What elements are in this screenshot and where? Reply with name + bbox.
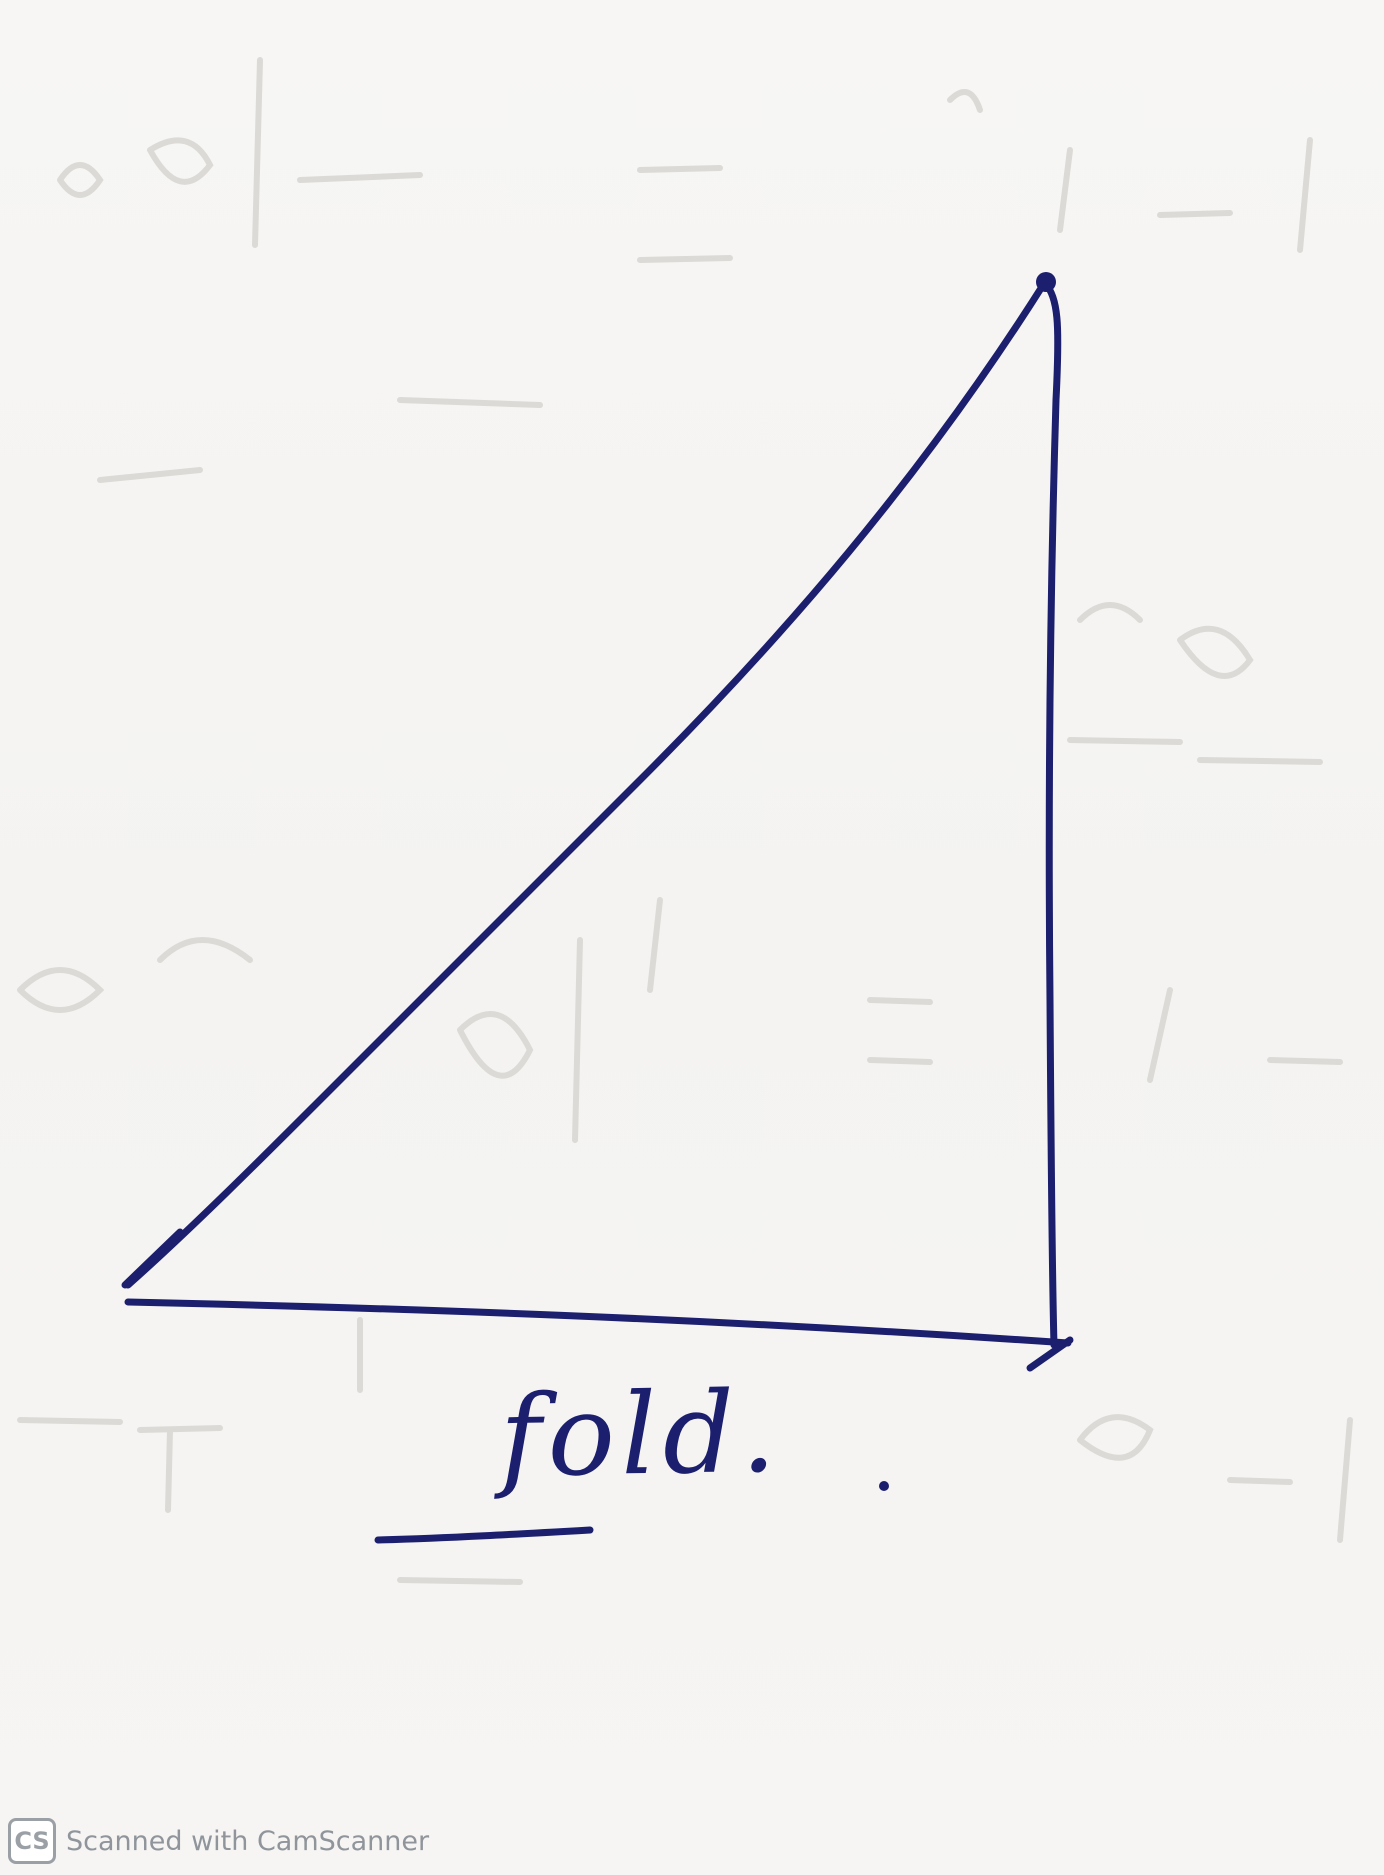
bleed-mark [397, 1577, 523, 1585]
bleed-mark [147, 137, 214, 185]
bleed-mark [252, 57, 263, 248]
bleed-mark [165, 1427, 173, 1513]
fold-label: fold. [498, 1367, 784, 1503]
bleed-mark [637, 165, 723, 173]
bleed-mark [1147, 987, 1173, 1083]
bleed-mark [1177, 625, 1254, 679]
fold-underline [374, 1526, 594, 1544]
camscanner-logo-icon: CS [8, 1818, 56, 1864]
triangle-left-tick [121, 1228, 184, 1289]
bleed-mark [457, 1011, 534, 1079]
bleed-mark [57, 162, 104, 198]
triangle-vertical-side [1041, 278, 1062, 1349]
bleed-mark [1157, 210, 1233, 218]
bleed-mark [1337, 1417, 1353, 1543]
bleed-mark [297, 172, 423, 183]
apex-dot [1036, 272, 1056, 292]
bleed-mark [1267, 1057, 1343, 1065]
bleed-mark [647, 897, 663, 993]
bleed-mark [1077, 1414, 1154, 1461]
bleed-mark [947, 89, 983, 113]
bleed-mark [1057, 147, 1073, 233]
bleed-mark [1197, 757, 1323, 765]
bleed-mark [1227, 1477, 1293, 1485]
bleed-mark [397, 397, 543, 408]
watermark-text: Scanned with CamScanner [66, 1825, 430, 1857]
bleed-mark [637, 255, 733, 263]
bleed-mark [1077, 602, 1143, 623]
bleed-mark [572, 937, 583, 1143]
bleed-mark [157, 937, 253, 963]
triangle-hypotenuse [124, 278, 1049, 1289]
triangle-base [124, 1298, 1072, 1347]
camscanner-watermark: CS Scanned with CamScanner [8, 1817, 429, 1865]
bleed-mark [97, 467, 203, 483]
bleed-mark [17, 967, 105, 1013]
bleed-mark [867, 1057, 933, 1065]
fold-period [879, 1481, 889, 1491]
bleed-mark [137, 1425, 223, 1433]
bleed-mark [1067, 737, 1183, 745]
bleed-mark [867, 997, 933, 1005]
bleed-mark [17, 1417, 123, 1425]
bleed-mark [1297, 137, 1313, 253]
triangle-corner-tick [1026, 1336, 1074, 1372]
